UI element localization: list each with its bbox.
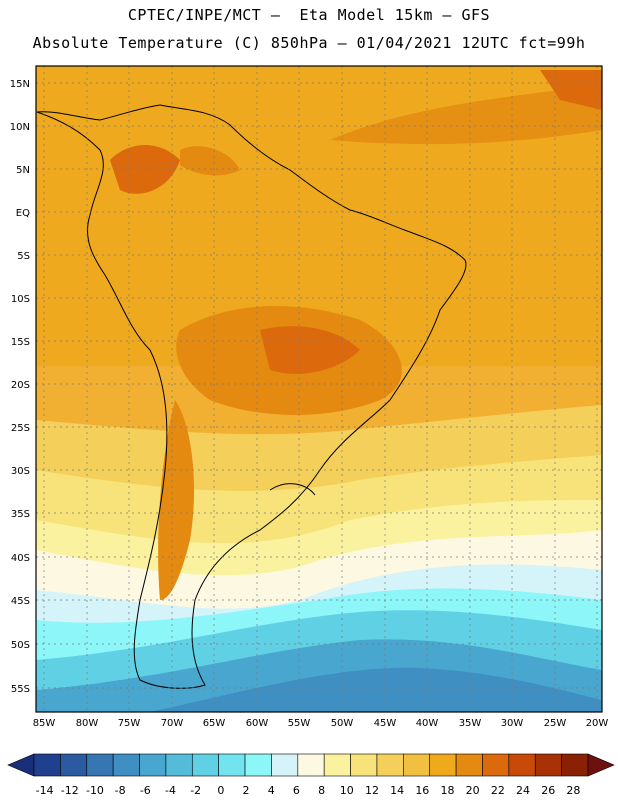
colorbar-tick-label: 18 xyxy=(441,784,455,797)
colorbar-swatch xyxy=(455,753,483,777)
colorbar-swatch xyxy=(271,753,299,777)
colorbar-swatch xyxy=(508,753,536,777)
colorbar-tick-label: 12 xyxy=(365,784,379,797)
colorbar-tick-label: -14 xyxy=(36,784,54,797)
lon-label: 50W xyxy=(331,718,354,729)
lon-label: 40W xyxy=(416,718,439,729)
colorbar-swatch xyxy=(218,753,246,777)
colorbar-swatch xyxy=(165,753,193,777)
lat-label: 40S xyxy=(11,553,30,564)
lat-label: 15N xyxy=(10,79,30,90)
colorbar-swatch xyxy=(376,753,404,777)
colorbar-swatch xyxy=(139,753,167,777)
colorbar-swatch xyxy=(534,753,562,777)
lon-label: 45W xyxy=(374,718,397,729)
colorbar-tick-label: 6 xyxy=(293,784,300,797)
temperature-field xyxy=(36,66,602,712)
colorbar-tick-label: 0 xyxy=(217,784,224,797)
colorbar-tick-label: 14 xyxy=(390,784,404,797)
colorbar: -14 -12 -10 -8 -6 -4 -2 0 2 4 6 8 10 12 14 16 18 20 22 24 26… xyxy=(7,753,615,797)
colorbar-tick-label: 24 xyxy=(516,784,530,797)
colorbar-arrow-low xyxy=(7,753,35,777)
colorbar-tick-label: 16 xyxy=(415,784,429,797)
lon-label: 75W xyxy=(118,718,141,729)
colorbar-swatch xyxy=(112,753,140,777)
lon-label: 70W xyxy=(161,718,184,729)
lon-label: 30W xyxy=(501,718,524,729)
colorbar-tick-label: -2 xyxy=(190,784,201,797)
colorbar-swatch xyxy=(482,753,510,777)
lat-label: 30S xyxy=(11,466,30,477)
lat-label: 10S xyxy=(11,294,30,305)
lon-label: 60W xyxy=(246,718,269,729)
colorbar-swatch xyxy=(429,753,457,777)
lat-label: 20S xyxy=(11,380,30,391)
colorbar-tick-label: 20 xyxy=(466,784,480,797)
colorbar-swatch xyxy=(297,753,325,777)
colorbar-tick-label: -8 xyxy=(115,784,126,797)
colorbar-swatch xyxy=(561,753,589,777)
graticule xyxy=(36,66,602,712)
lat-label: 5N xyxy=(16,165,30,176)
lat-label: 15S xyxy=(11,337,30,348)
coastline xyxy=(36,104,467,689)
colorbar-tick-label: 2 xyxy=(243,784,250,797)
colorbar-tick-label: -12 xyxy=(61,784,79,797)
lat-label: EQ xyxy=(16,208,30,219)
lat-label: 25S xyxy=(11,423,30,434)
lat-label: 5S xyxy=(17,251,30,262)
colorbar-swatch xyxy=(60,753,88,777)
colorbar-tick-label: -4 xyxy=(165,784,176,797)
colorbar-arrow-high xyxy=(587,753,615,777)
lat-label: 35S xyxy=(11,509,30,520)
chart-title-line-1: CPTEC/INPE/MCT – Eta Model 15km – GFS xyxy=(127,6,491,24)
lat-label: 55S xyxy=(11,684,30,695)
colorbar-swatch xyxy=(323,753,351,777)
colorbar-tick-label: 10 xyxy=(340,784,354,797)
colorbar-swatch xyxy=(191,753,219,777)
lon-label: 65W xyxy=(203,718,226,729)
chart-title-line-2: Absolute Temperature (C) 850hPa – 01/04/… xyxy=(32,34,586,52)
colorbar-swatch xyxy=(403,753,431,777)
colorbar-swatch xyxy=(350,753,378,777)
colorbar-tick-label: 28 xyxy=(566,784,580,797)
map-frame xyxy=(35,65,603,713)
lon-label: 35W xyxy=(459,718,482,729)
colorbar-swatch xyxy=(86,753,114,777)
latitude-labels: 15N 10N 5N EQ 5S 10S 15S 20S 25S 30S 35S… xyxy=(10,79,30,695)
colorbar-tick-label: 26 xyxy=(541,784,555,797)
colorbar-tick-label: -6 xyxy=(140,784,151,797)
colorbar-tick-label: 22 xyxy=(491,784,505,797)
colorbar-tick-label: 4 xyxy=(268,784,275,797)
lat-label: 45S xyxy=(11,596,30,607)
colorbar-swatch xyxy=(244,753,272,777)
lat-label: 50S xyxy=(11,640,30,651)
colorbar-tick-label: -10 xyxy=(86,784,104,797)
colorbar-swatch xyxy=(33,753,61,777)
lon-label: 20W xyxy=(586,718,609,729)
lon-label: 25W xyxy=(544,718,567,729)
lon-label: 85W xyxy=(33,718,56,729)
lon-label: 55W xyxy=(288,718,311,729)
longitude-labels: 85W 80W 75W 70W 65W 60W 55W 50W 45W 40W … xyxy=(33,718,609,729)
lat-label: 10N xyxy=(10,122,30,133)
colorbar-tick-label: 8 xyxy=(318,784,325,797)
lon-label: 80W xyxy=(76,718,99,729)
